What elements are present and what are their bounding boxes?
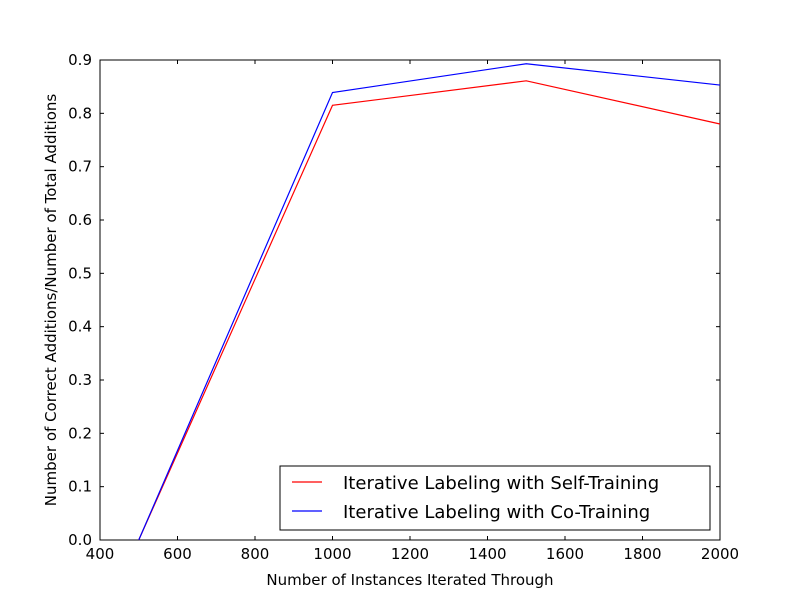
y-tick-label: 0.0 [68, 531, 92, 549]
legend-label-co-training: Iterative Labeling with Co-Training [343, 502, 650, 523]
x-tick-label: 1400 [468, 545, 506, 563]
x-tick-label: 600 [163, 545, 192, 563]
x-tick-label: 2000 [701, 545, 739, 563]
x-tick-label: 1200 [391, 545, 429, 563]
legend: Iterative Labeling with Self-Training It… [279, 465, 711, 531]
x-tick-label: 1000 [313, 545, 351, 563]
y-tick-label: 0.3 [68, 371, 92, 389]
y-tick-label: 0.4 [68, 318, 92, 336]
legend-label-self-training: Iterative Labeling with Self-Training [343, 473, 659, 494]
x-axis-label: Number of Instances Iterated Through [266, 571, 553, 589]
y-tick-label: 0.5 [68, 264, 92, 282]
x-tick-label: 400 [86, 545, 115, 563]
series-layer [138, 63, 721, 541]
x-tick-label: 800 [241, 545, 270, 563]
series-line-0 [138, 80, 721, 541]
legend-box [279, 465, 711, 531]
x-tick-label: 1600 [546, 545, 584, 563]
x-tick-label: 1800 [623, 545, 661, 563]
y-tick-label: 0.2 [68, 424, 92, 442]
y-tick-label: 0.9 [68, 51, 92, 69]
y-tick-label: 0.8 [68, 104, 92, 122]
y-axis-label: Number of Correct Additions/Number of To… [42, 94, 60, 507]
plot-area [99, 59, 721, 541]
series-line-1 [138, 63, 721, 541]
tick-layer [99, 59, 721, 541]
y-tick-label: 0.7 [68, 158, 92, 176]
y-tick-label: 0.1 [68, 478, 92, 496]
y-tick-label: 0.6 [68, 211, 92, 229]
axis-tick-labels: 400 600 800 1000 1200 1400 1600 1800 2000 0.0 0.1 0… [68, 51, 739, 563]
